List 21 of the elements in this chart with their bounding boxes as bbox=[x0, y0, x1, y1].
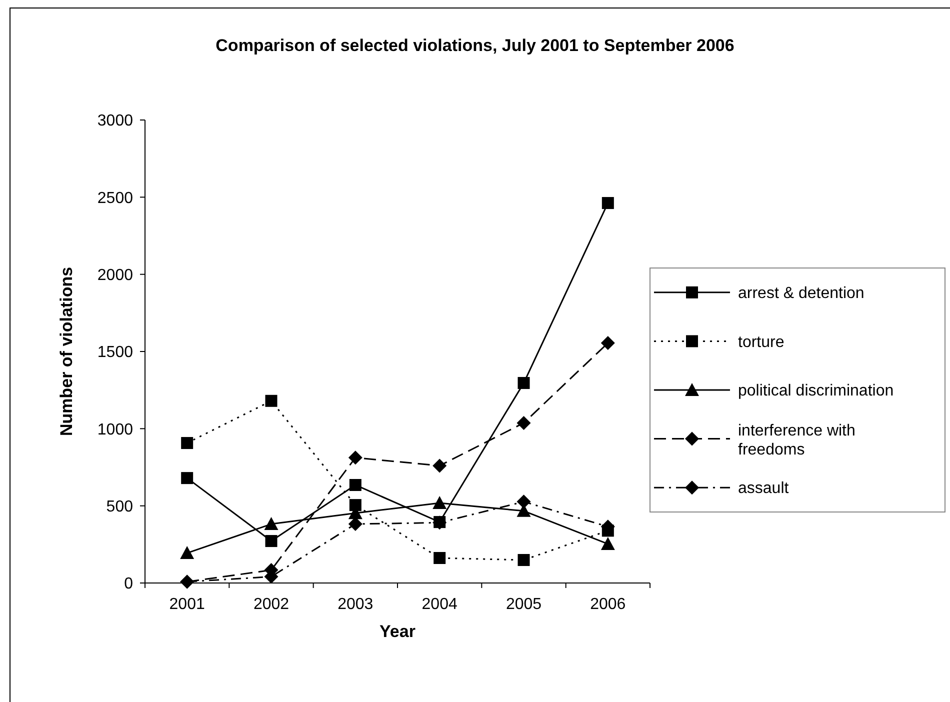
legend-label: arrest & detention bbox=[738, 285, 864, 302]
y-tick-label: 2000 bbox=[97, 266, 134, 284]
x-tick-label: 2003 bbox=[338, 596, 374, 613]
x-tick-label: 2002 bbox=[253, 596, 290, 613]
legend-label: torture bbox=[738, 334, 784, 351]
x-tick-label: 2005 bbox=[506, 596, 542, 613]
x-tick-label: 2006 bbox=[590, 596, 626, 613]
y-tick-label: 1500 bbox=[97, 344, 134, 362]
y-tick-label: 0 bbox=[124, 576, 134, 593]
y-tick-label: 1000 bbox=[97, 421, 134, 438]
legend-label: assault bbox=[738, 480, 790, 498]
y-tick-label: 3000 bbox=[97, 112, 134, 130]
y-tick-label: 500 bbox=[106, 498, 134, 516]
legend-label: political discrimination bbox=[738, 382, 894, 400]
chart-title: Comparison of selected violations, July 2001 to September 2006 bbox=[216, 36, 734, 55]
y-tick-label: 2500 bbox=[97, 190, 134, 207]
x-axis-title: Year bbox=[380, 622, 416, 641]
x-tick-label: 2001 bbox=[169, 596, 205, 613]
legend-label: interference with freedoms bbox=[738, 422, 856, 458]
x-tick-label: 2004 bbox=[422, 596, 458, 613]
y-axis-title: Number of violations bbox=[57, 266, 76, 436]
